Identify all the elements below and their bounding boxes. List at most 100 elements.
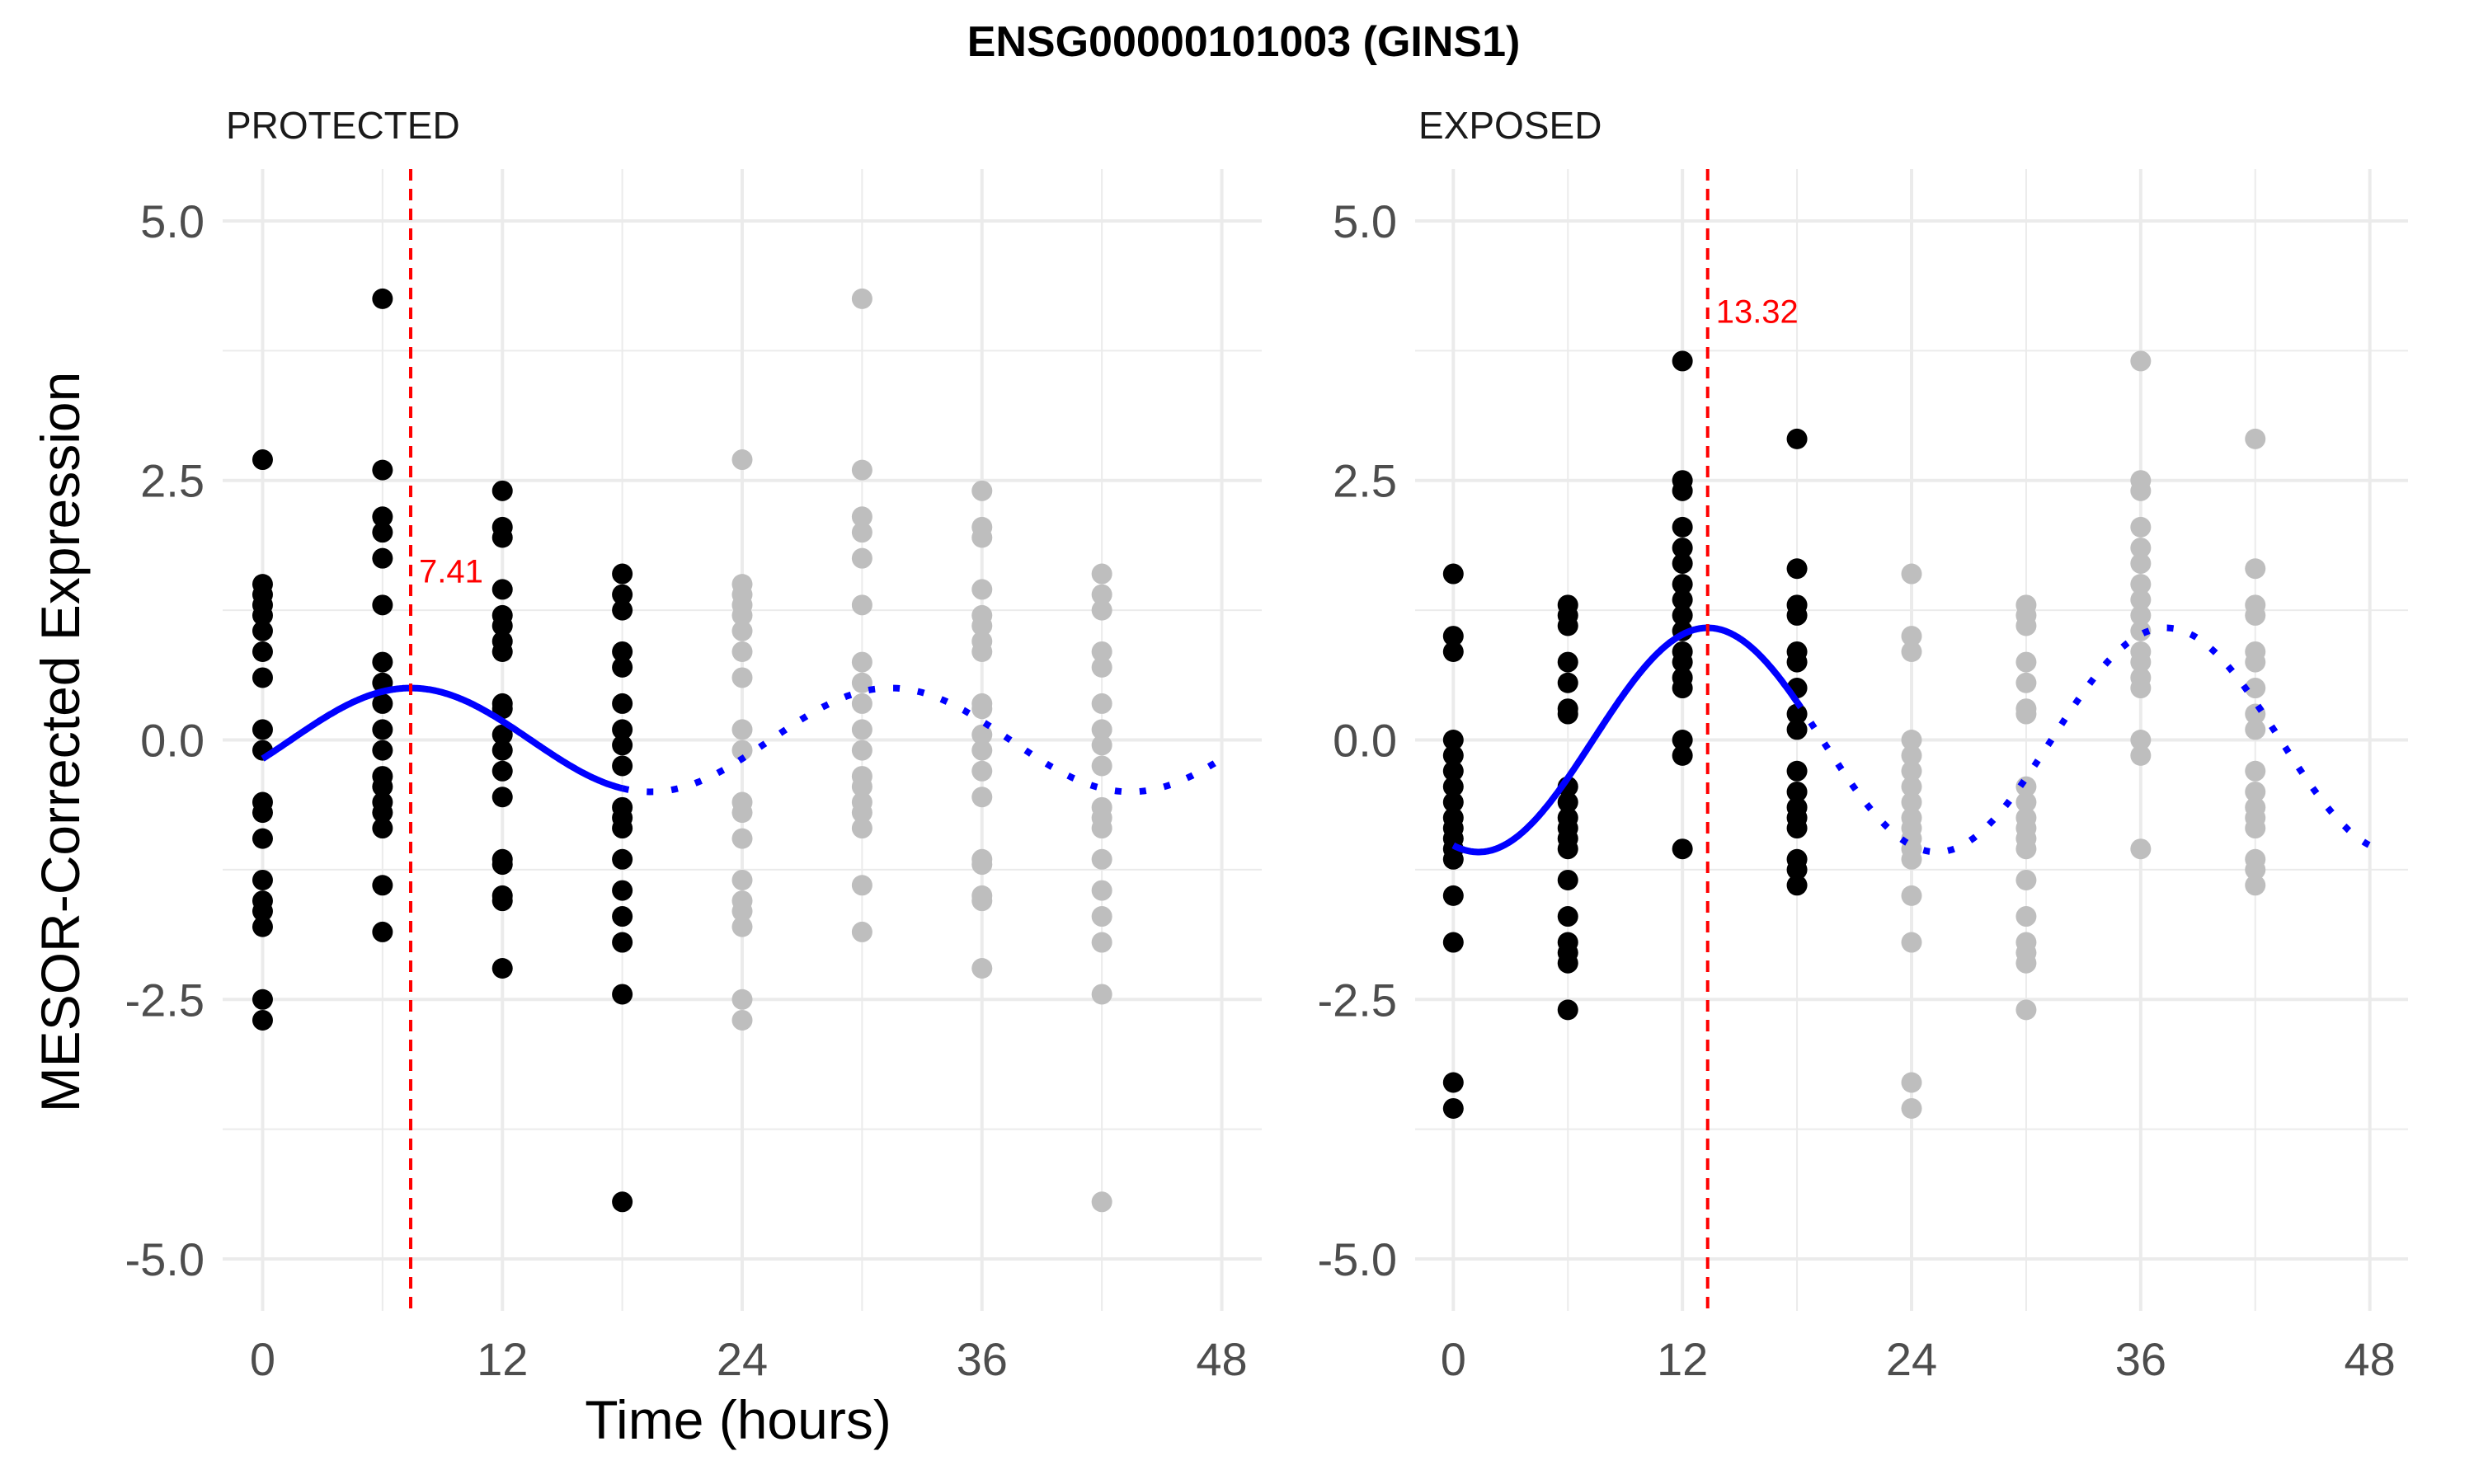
data-point xyxy=(612,584,633,605)
grid xyxy=(223,169,1262,1311)
x-tick-label: 36 xyxy=(2115,1333,2166,1385)
replicated-point xyxy=(971,615,993,636)
data-point xyxy=(252,667,273,688)
data-point xyxy=(1442,791,1464,813)
data-point xyxy=(492,527,513,548)
fit-curve-dotted xyxy=(1794,624,2372,856)
data-point xyxy=(612,906,633,928)
replicated-point xyxy=(731,1009,753,1031)
replicated-point xyxy=(1901,776,1922,797)
data-point xyxy=(252,1009,273,1031)
replicated-point xyxy=(731,900,753,922)
data-point xyxy=(252,641,273,662)
y-tick-label: 0.0 xyxy=(1333,715,1397,767)
replicated-point xyxy=(731,641,753,662)
data-point xyxy=(1442,885,1464,906)
replicated-point xyxy=(851,818,872,839)
data-point xyxy=(612,1191,633,1213)
data-point xyxy=(612,641,633,662)
observed-points xyxy=(1442,350,1808,1119)
data-point xyxy=(372,719,393,740)
replicated-point xyxy=(2130,552,2152,574)
data-point xyxy=(1442,641,1464,662)
data-point xyxy=(492,480,513,501)
replicated-point xyxy=(851,693,872,714)
replicated-point xyxy=(731,667,753,688)
replicated-point xyxy=(851,594,872,616)
data-point xyxy=(492,724,513,745)
replicated-point xyxy=(731,869,753,890)
data-point xyxy=(1672,574,1693,595)
data-point xyxy=(612,848,633,870)
data-point xyxy=(612,693,633,714)
data-point xyxy=(252,449,273,471)
data-point xyxy=(1672,838,1693,860)
data-point xyxy=(372,651,393,673)
data-point xyxy=(1442,932,1464,953)
replicated-point xyxy=(1091,848,1112,870)
replicated-point xyxy=(851,522,872,543)
replicated-point xyxy=(971,527,993,548)
data-point xyxy=(372,776,393,797)
replicated-point xyxy=(2245,428,2266,449)
x-tick-label: 12 xyxy=(477,1333,528,1385)
replicated-point xyxy=(731,989,753,1010)
replicated-point xyxy=(2015,791,2037,813)
replicated-point xyxy=(971,890,993,912)
y-tick-label: 5.0 xyxy=(140,195,205,247)
data-point xyxy=(1557,791,1578,813)
data-point xyxy=(1557,615,1578,636)
data-point xyxy=(1557,838,1578,860)
replicated-point xyxy=(731,449,753,471)
replicated-point xyxy=(2245,678,2266,699)
data-point xyxy=(1786,428,1808,449)
replicated-point xyxy=(1901,730,1922,750)
replicated-point xyxy=(851,288,872,309)
data-point xyxy=(1442,1072,1464,1093)
x-tick-label: 0 xyxy=(250,1333,275,1385)
replicated-point xyxy=(2015,869,2037,890)
data-point xyxy=(372,818,393,839)
y-axis-label: MESOR-Corrected Expression xyxy=(30,372,91,1113)
data-point xyxy=(612,719,633,740)
y-tick-label: -2.5 xyxy=(1318,974,1398,1026)
data-point xyxy=(492,958,513,979)
replicated-point xyxy=(971,760,993,782)
replicated-point xyxy=(2130,538,2152,559)
replicated-point xyxy=(731,719,753,740)
data-point xyxy=(612,735,633,756)
replicated-point xyxy=(2245,781,2266,802)
data-point xyxy=(372,693,393,714)
peak-label: 7.41 xyxy=(419,554,483,590)
replicated-point xyxy=(851,672,872,693)
replicated-point xyxy=(971,958,993,979)
replicated-point xyxy=(2245,558,2266,580)
data-point xyxy=(1786,651,1808,673)
replicated-point xyxy=(1091,984,1112,1005)
data-point xyxy=(1442,848,1464,870)
x-tick-label: 24 xyxy=(717,1333,768,1385)
replicated-point xyxy=(2245,859,2266,881)
data-point xyxy=(1442,1097,1464,1119)
y-tick-label: 0.0 xyxy=(140,715,205,767)
replicated-point xyxy=(2245,719,2266,740)
data-point xyxy=(1786,781,1808,802)
replicated-point xyxy=(971,641,993,662)
data-point xyxy=(1557,651,1578,673)
replicated-point xyxy=(851,719,872,740)
replicated-point xyxy=(1091,719,1112,740)
replicated-point xyxy=(2015,703,2037,725)
replicated-point xyxy=(2130,620,2152,641)
replicated-point xyxy=(2015,651,2037,673)
data-point xyxy=(1672,730,1693,750)
replicated-point xyxy=(1901,760,1922,782)
data-point xyxy=(1442,626,1464,647)
data-point xyxy=(372,547,393,569)
replicated-point xyxy=(2245,604,2266,626)
replicated-point xyxy=(2245,651,2266,673)
data-point xyxy=(372,506,393,528)
data-point xyxy=(1786,859,1808,881)
data-point xyxy=(492,579,513,600)
data-point xyxy=(1442,776,1464,797)
data-point xyxy=(1442,730,1464,750)
